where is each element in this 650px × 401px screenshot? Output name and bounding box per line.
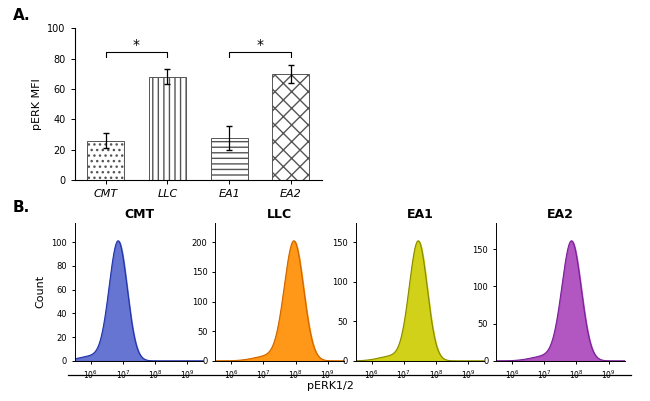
Title: LLC: LLC: [267, 209, 292, 221]
Text: A.: A.: [13, 8, 31, 23]
Text: *: *: [257, 38, 263, 52]
Text: pERK1/2: pERK1/2: [307, 381, 354, 391]
Y-axis label: Count: Count: [36, 275, 46, 308]
Title: EA1: EA1: [406, 209, 434, 221]
Bar: [272, 74, 309, 180]
Y-axis label: pERK MFI: pERK MFI: [32, 78, 42, 130]
Text: *: *: [133, 38, 140, 52]
Title: EA2: EA2: [547, 209, 574, 221]
Text: B.: B.: [13, 200, 31, 215]
Bar: [211, 138, 248, 180]
Bar: [87, 141, 124, 180]
Title: CMT: CMT: [124, 209, 154, 221]
Bar: [149, 77, 186, 180]
